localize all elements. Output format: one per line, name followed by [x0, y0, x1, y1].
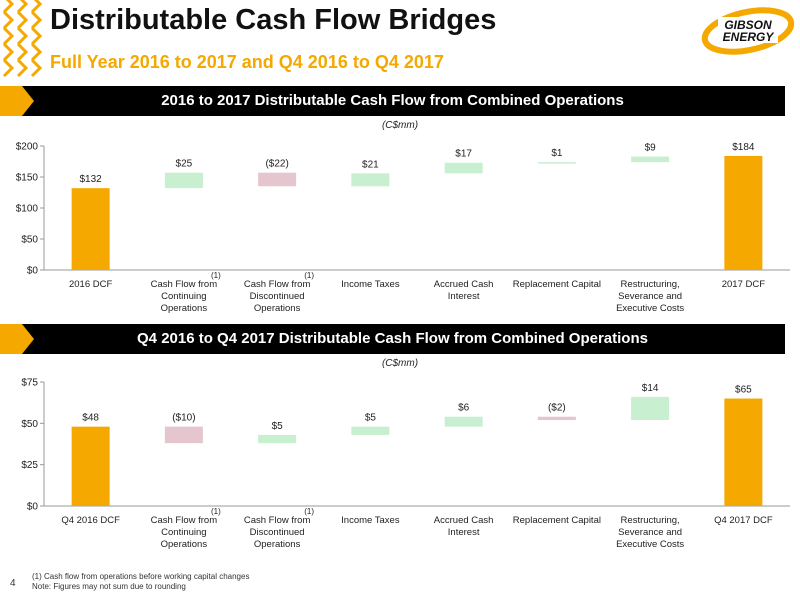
section-banner-annual: 2016 to 2017 Distributable Cash Flow fro…	[0, 86, 785, 116]
unit-label-quarterly: (C$mm)	[381, 358, 419, 369]
data-label: ($2)	[548, 403, 566, 414]
data-label: $1	[551, 148, 563, 159]
waterfall-bar	[537, 162, 576, 164]
banner-arrow-icon	[0, 86, 34, 116]
page-number: 4	[10, 578, 16, 589]
svg-text:ENERGY: ENERGY	[723, 30, 775, 44]
data-label: $9	[645, 143, 657, 154]
category-label: Replacement Capital	[513, 515, 601, 526]
category-label: Continuing	[161, 527, 206, 538]
category-label: Operations	[254, 539, 301, 550]
data-label: $5	[365, 413, 377, 424]
category-label: Interest	[448, 291, 480, 302]
footnote-mark: (1)	[304, 507, 314, 516]
category-label: Cash Flow from	[151, 279, 218, 290]
category-label: Replacement Capital	[513, 279, 601, 290]
category-label: Accrued Cash	[434, 279, 494, 290]
waterfall-bar	[71, 188, 110, 270]
waterfall-chart-annual: $0 $50 $100 $150 $200 $132 2016 DCF $25 Cash Flo…	[16, 142, 790, 314]
unit-label-annual: (C$mm)	[381, 120, 419, 131]
footnote-mark: (1)	[211, 507, 221, 516]
data-label: $132	[80, 174, 103, 185]
y-tick-label: $150	[16, 173, 39, 184]
page-subtitle: Full Year 2016 to 2017 and Q4 2016 to Q4…	[50, 52, 444, 72]
y-tick-label: $100	[16, 204, 39, 215]
y-tick-label: $200	[16, 142, 39, 153]
footnote-mark: (1)	[211, 271, 221, 280]
section-banner-quarterly-label: Q4 2016 to Q4 2017 Distributable Cash Fl…	[137, 330, 648, 347]
chevron-pattern	[2, 0, 43, 78]
category-label: Severance and	[618, 291, 682, 302]
waterfall-bar	[724, 398, 763, 506]
waterfall-bar	[537, 416, 576, 421]
category-label: Operations	[254, 303, 301, 314]
waterfall-bar	[631, 156, 670, 163]
waterfall-bar	[351, 173, 390, 187]
y-tick-label: $50	[21, 419, 38, 430]
category-label: Cash Flow from	[244, 279, 311, 290]
data-label: ($22)	[265, 159, 288, 170]
category-label: Severance and	[618, 527, 682, 538]
data-label: $48	[82, 413, 99, 424]
category-label: Cash Flow from	[244, 515, 311, 526]
data-label: $14	[642, 383, 659, 394]
waterfall-bar	[724, 155, 763, 270]
y-tick-label: $25	[21, 460, 38, 471]
data-label: $25	[176, 159, 193, 170]
waterfall-bar	[631, 396, 670, 421]
y-tick-label: $0	[27, 266, 39, 277]
waterfall-bar	[164, 172, 203, 189]
category-label: Continuing	[161, 291, 206, 302]
category-label: Q4 2016 DCF	[61, 515, 120, 526]
category-label: Cash Flow from	[151, 515, 218, 526]
waterfall-bar	[258, 172, 297, 187]
waterfall-bar	[444, 162, 483, 174]
footnote-1: (1) Cash flow from operations before wor…	[32, 572, 250, 581]
category-label: Income Taxes	[341, 279, 400, 290]
data-label: $65	[735, 385, 752, 396]
waterfall-bar	[258, 434, 297, 444]
category-label: Restructuring,	[621, 515, 680, 526]
waterfall-bar	[444, 416, 483, 427]
waterfall-bar	[351, 426, 390, 435]
category-label: Interest	[448, 527, 480, 538]
section-banner-quarterly: Q4 2016 to Q4 2017 Distributable Cash Fl…	[0, 324, 785, 354]
data-label: $5	[272, 421, 284, 432]
gibson-energy-logo: GIBSON ENERGY	[701, 7, 795, 55]
category-label: Discontinued	[250, 527, 305, 538]
category-label: Operations	[161, 539, 208, 550]
data-label: $21	[362, 159, 379, 170]
y-tick-label: $50	[21, 235, 38, 246]
category-label: Accrued Cash	[434, 515, 494, 526]
data-label: $6	[458, 403, 470, 414]
category-label: Discontinued	[250, 291, 305, 302]
waterfall-bar	[71, 426, 110, 506]
waterfall-bar	[164, 426, 203, 444]
banner-arrow-icon	[0, 324, 34, 354]
category-label: Executive Costs	[616, 539, 684, 550]
data-label: $17	[455, 149, 472, 160]
category-label: Q4 2017 DCF	[714, 515, 773, 526]
category-label: Income Taxes	[341, 515, 400, 526]
y-tick-label: $75	[21, 378, 38, 389]
waterfall-chart-quarterly: $0 $25 $50 $75 $48 Q4 2016 DCF ($10) Cash Flow …	[21, 378, 790, 550]
category-label: Restructuring,	[621, 279, 680, 290]
footnote-mark: (1)	[304, 271, 314, 280]
svg-text:GIBSON: GIBSON	[724, 18, 772, 32]
page-title: Distributable Cash Flow Bridges	[50, 4, 497, 36]
section-banner-annual-label: 2016 to 2017 Distributable Cash Flow fro…	[161, 92, 624, 109]
category-label: 2017 DCF	[722, 279, 765, 290]
category-label: Executive Costs	[616, 303, 684, 314]
category-label: Operations	[161, 303, 208, 314]
data-label: ($10)	[172, 413, 195, 424]
category-label: 2016 DCF	[69, 279, 112, 290]
y-tick-label: $0	[27, 502, 39, 513]
footnote-rounding: Note: Figures may not sum due to roundin…	[32, 582, 186, 591]
data-label: $184	[732, 142, 755, 153]
